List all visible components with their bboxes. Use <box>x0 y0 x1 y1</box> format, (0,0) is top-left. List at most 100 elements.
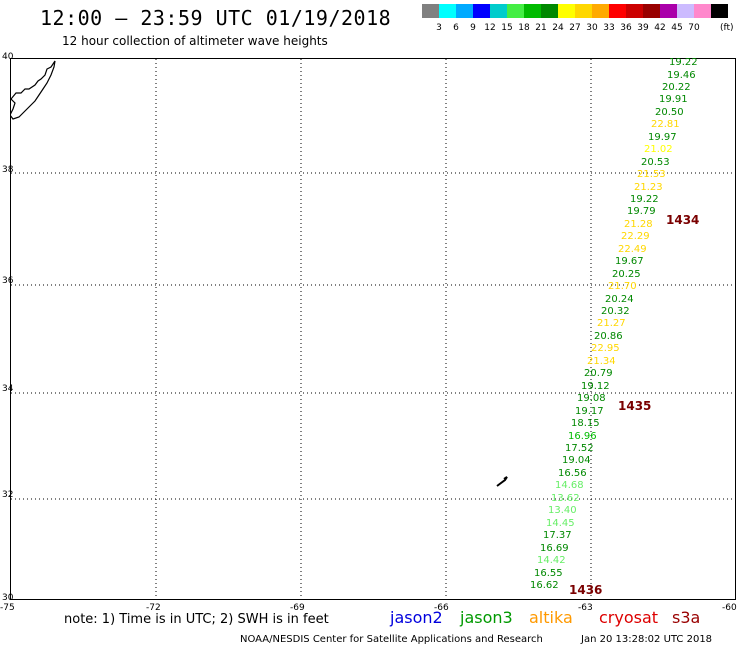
wave-height-value: 21.28 <box>624 218 653 230</box>
latitude-label: 32 <box>2 490 14 500</box>
scale-swatch <box>575 4 592 18</box>
wave-height-value: 20.86 <box>594 330 623 342</box>
scale-swatch <box>558 4 575 18</box>
wave-height-value: 18.15 <box>571 418 600 429</box>
wave-height-value: 20.53 <box>641 156 670 168</box>
wave-height-value: 16.55 <box>534 567 563 579</box>
wave-height-value: 16.56 <box>558 467 587 479</box>
scale-swatch <box>541 4 558 18</box>
wave-height-value: 21.23 <box>634 181 663 193</box>
scale-swatch <box>643 4 660 18</box>
scale-swatch <box>456 4 473 18</box>
scale-label: 9 <box>470 23 476 33</box>
pass-time-label: 1436 <box>569 583 603 597</box>
latitude-label: 36 <box>2 276 14 286</box>
scale-swatch <box>524 4 541 18</box>
wave-height-value: 21.34 <box>587 355 616 367</box>
legend-entry-cryosat: cryosat <box>599 608 659 627</box>
scale-swatch <box>711 4 728 18</box>
legend-entry-s3a: s3a <box>672 608 701 627</box>
wave-height-value: 17.52 <box>565 442 594 454</box>
scale-label: 21 <box>535 23 547 33</box>
footer-timestamp: Jan 20 13:28:02 UTC 2018 <box>581 634 713 645</box>
scale-label: 39 <box>637 23 649 33</box>
wave-height-value: 13.40 <box>548 505 577 517</box>
wave-height-value: 16.96 <box>568 430 597 442</box>
wave-height-value: 19.97 <box>648 131 677 143</box>
scale-label: 18 <box>518 23 530 33</box>
longitude-label: -75 <box>0 603 15 613</box>
longitude-label: -63 <box>578 603 593 613</box>
latitude-label: 34 <box>2 384 14 394</box>
scale-label: 30 <box>586 23 598 33</box>
latitude-label: 38 <box>2 165 14 175</box>
wave-height-value: 19.67 <box>615 256 644 268</box>
wave-height-value: 19.08 <box>577 393 606 405</box>
wave-height-value: 22.81 <box>651 119 680 131</box>
scale-label: 33 <box>603 23 615 33</box>
scale-swatch <box>473 4 490 18</box>
scale-label: 6 <box>453 23 459 33</box>
scale-swatch <box>609 4 626 18</box>
wave-height-value: 22.95 <box>591 343 620 355</box>
wave-height-value: 22.49 <box>618 243 647 255</box>
wave-height-value: 20.50 <box>655 106 684 118</box>
wave-height-value: 20.25 <box>612 268 641 280</box>
wave-height-value: 21.53 <box>637 169 666 181</box>
wave-height-value: 19.91 <box>659 94 688 106</box>
scale-unit: (ft) <box>720 23 734 33</box>
scale-label: 42 <box>654 23 666 33</box>
map-subtitle: 12 hour collection of altimeter wave hei… <box>62 34 328 48</box>
scale-swatch <box>507 4 524 18</box>
wave-height-value: 16.62 <box>530 579 559 591</box>
scale-swatch <box>490 4 507 18</box>
scale-label: 12 <box>484 23 496 33</box>
scale-swatch <box>592 4 609 18</box>
scale-label: 3 <box>436 23 442 33</box>
wave-height-value: 17.37 <box>543 530 572 542</box>
scale-swatch <box>694 4 711 18</box>
wave-height-value: 16.69 <box>540 542 569 554</box>
scale-label: 15 <box>501 23 513 33</box>
longitude-label: -60 <box>722 603 737 613</box>
scale-swatch <box>660 4 677 18</box>
wave-height-value: 21.27 <box>597 318 626 330</box>
wave-height-value: 14.42 <box>537 555 566 566</box>
pass-time-label: 1434 <box>666 213 700 227</box>
scale-label: 24 <box>552 23 564 33</box>
longitude-label: -69 <box>290 603 305 613</box>
latitude-label: 40 <box>2 52 14 62</box>
scale-swatch <box>626 4 643 18</box>
legend-entry-jason2: jason2 <box>390 608 443 627</box>
wave-height-value: 20.79 <box>584 368 613 380</box>
longitude-label: -72 <box>146 603 161 613</box>
scale-swatch <box>677 4 694 18</box>
pass-time-label: 1435 <box>618 399 652 413</box>
note-text: note: 1) Time is in UTC; 2) SWH is in fe… <box>64 612 329 627</box>
map-grid <box>11 59 735 599</box>
wave-height-value: 13.62 <box>551 492 580 504</box>
wave-height-value: 19.22 <box>669 57 698 68</box>
scale-label: 45 <box>671 23 683 33</box>
footer-credit: NOAA/NESDIS Center for Satellite Applica… <box>240 634 543 645</box>
wave-height-value: 19.17 <box>575 405 604 417</box>
legend-entry-altika: altika <box>529 608 573 627</box>
wave-height-value: 21.70 <box>608 281 637 293</box>
wave-height-value: 20.22 <box>662 81 691 93</box>
wave-height-value: 19.79 <box>627 206 656 218</box>
wave-height-value: 19.04 <box>562 455 591 467</box>
wave-height-value: 19.46 <box>667 69 696 81</box>
wave-height-value: 20.24 <box>605 293 634 305</box>
latitude-label: 30 <box>2 593 14 603</box>
scale-label: 27 <box>569 23 581 33</box>
coastline-north-shape <box>11 60 56 120</box>
wave-height-value: 14.45 <box>546 517 575 529</box>
scale-label: 36 <box>620 23 632 33</box>
scale-swatch <box>422 4 439 18</box>
wave-height-value: 19.12 <box>581 380 610 392</box>
wave-height-value: 20.32 <box>601 306 630 317</box>
scale-swatch <box>439 4 456 18</box>
wave-height-value: 14.68 <box>555 480 584 492</box>
wave-height-value: 19.22 <box>630 193 659 205</box>
map-plot-area <box>10 58 736 600</box>
